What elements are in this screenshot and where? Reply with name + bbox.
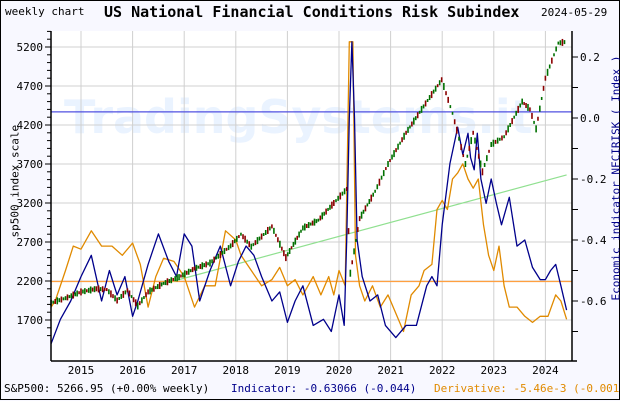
svg-text:5200: 5200 bbox=[17, 41, 44, 54]
watermark: TradingSystems.it bbox=[64, 90, 533, 144]
sp500-status: S&P500: 5266.95 (+0.00% weekly) bbox=[4, 382, 209, 395]
svg-text:2023: 2023 bbox=[481, 364, 508, 377]
left-axis-label: sp500 index scale bbox=[9, 138, 22, 238]
indicator-status: Indicator: -0.63066 (-0.044) bbox=[231, 382, 416, 395]
right-axis-label: Economic indicator NFCIRISK ( Index ) bbox=[610, 81, 620, 301]
svg-text:2019: 2019 bbox=[274, 364, 301, 377]
svg-text:2018: 2018 bbox=[223, 364, 250, 377]
svg-text:2024: 2024 bbox=[532, 364, 559, 377]
derivative-status: Derivative: -5.46e-3 (-0.001) bbox=[434, 382, 620, 395]
svg-text:2022: 2022 bbox=[429, 364, 456, 377]
svg-text:2017: 2017 bbox=[171, 364, 198, 377]
svg-text:4700: 4700 bbox=[17, 80, 44, 93]
svg-text:2020: 2020 bbox=[326, 364, 353, 377]
svg-text:-0.4: -0.4 bbox=[580, 234, 607, 247]
svg-text:2016: 2016 bbox=[119, 364, 146, 377]
svg-text:0.2: 0.2 bbox=[580, 51, 600, 64]
svg-text:1700: 1700 bbox=[17, 314, 44, 327]
svg-text:-0.6: -0.6 bbox=[580, 295, 607, 308]
svg-text:0.0: 0.0 bbox=[580, 112, 600, 125]
svg-text:2015: 2015 bbox=[68, 364, 95, 377]
svg-text:-0.2: -0.2 bbox=[580, 173, 607, 186]
svg-text:2021: 2021 bbox=[377, 364, 404, 377]
svg-text:2200: 2200 bbox=[17, 275, 44, 288]
svg-text:2700: 2700 bbox=[17, 236, 44, 249]
